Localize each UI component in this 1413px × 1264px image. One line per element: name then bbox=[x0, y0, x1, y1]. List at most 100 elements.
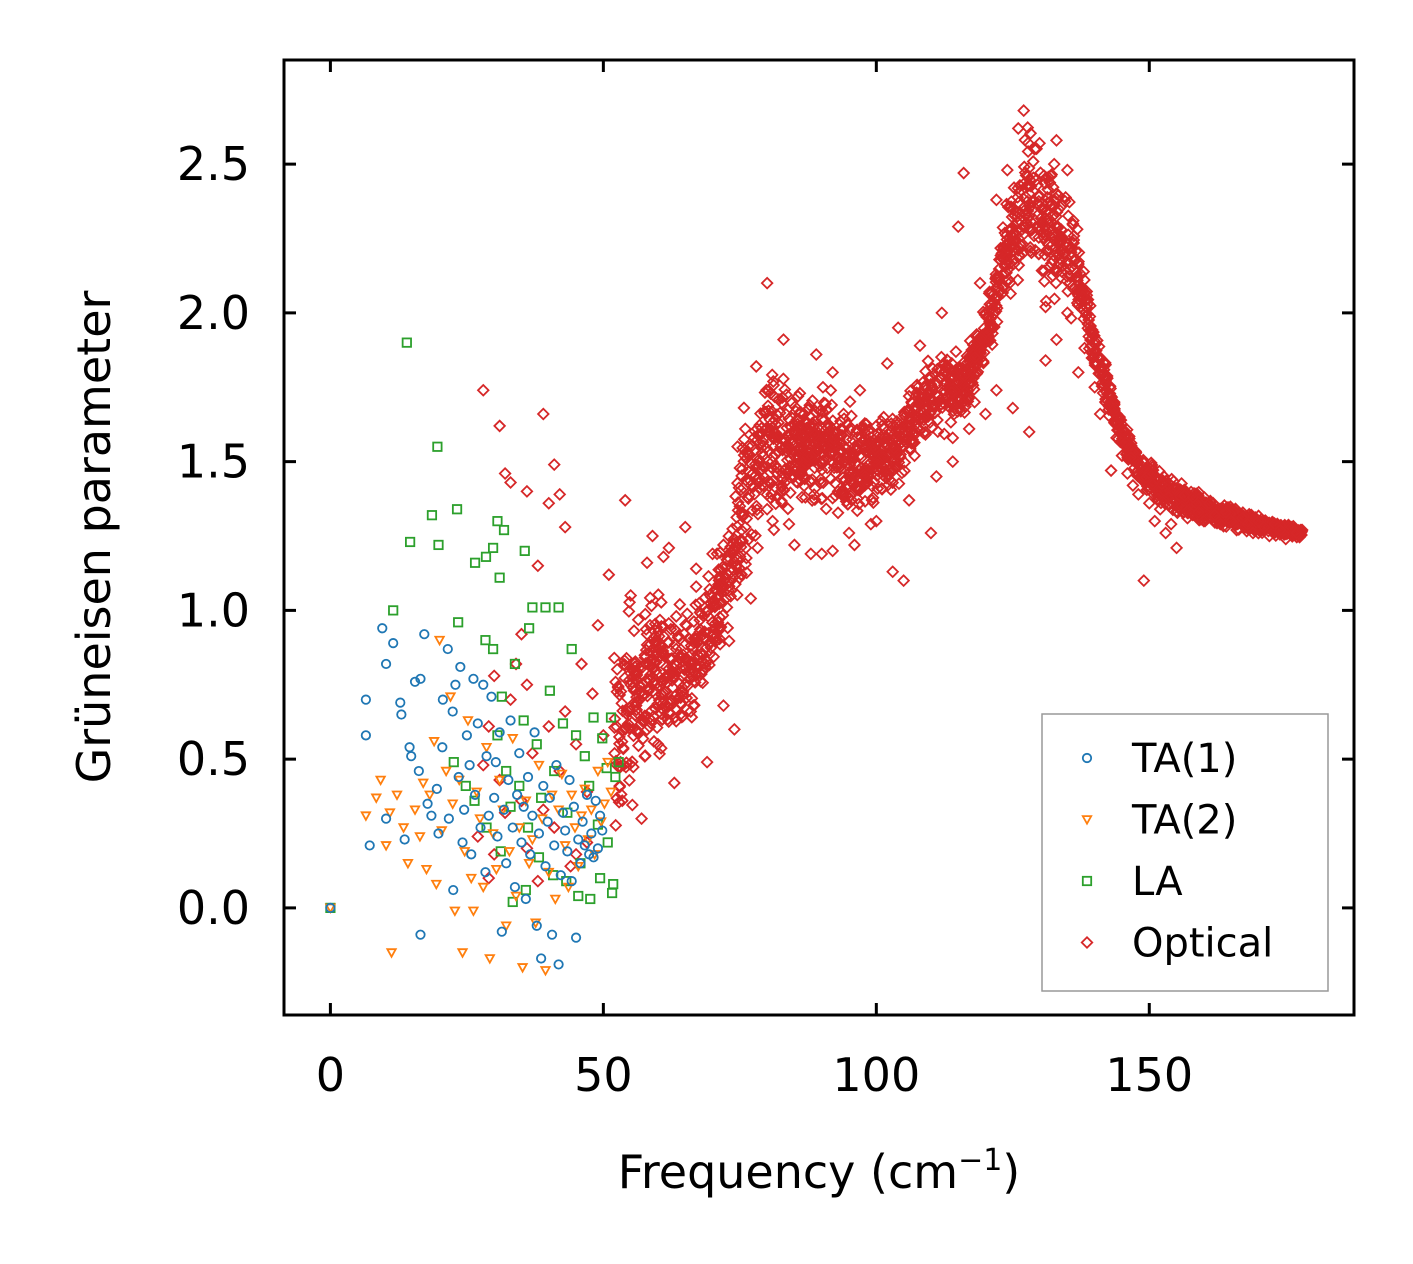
y-tick-label: 1.5 bbox=[177, 435, 250, 489]
data-point-optical bbox=[498, 467, 512, 481]
optical-band-point bbox=[649, 664, 663, 678]
data-point-ta-2- bbox=[539, 966, 552, 977]
data-point-optical bbox=[1120, 467, 1134, 481]
legend-entry: TA(2) bbox=[1081, 798, 1237, 844]
data-point-ta-2- bbox=[444, 692, 457, 703]
data-point-optical bbox=[651, 737, 665, 751]
optical-band-point bbox=[749, 499, 763, 513]
optical-band-point bbox=[823, 420, 837, 434]
data-point-ta-2- bbox=[605, 787, 617, 798]
data-point-ta-1- bbox=[579, 840, 590, 851]
optical-band-point bbox=[819, 502, 833, 516]
optical-band-point bbox=[686, 699, 700, 713]
data-point-optical bbox=[553, 487, 567, 501]
optical-band-point bbox=[1072, 255, 1086, 269]
optical-band-point bbox=[1070, 266, 1084, 280]
data-point-optical bbox=[1131, 487, 1145, 501]
optical-band-point bbox=[937, 378, 951, 392]
data-point-ta-1- bbox=[551, 759, 562, 771]
data-point-optical bbox=[1273, 523, 1287, 537]
data-point-ta-2- bbox=[520, 796, 532, 807]
optical-band-point bbox=[654, 595, 668, 609]
optical-band-point bbox=[641, 684, 655, 698]
optical-band-point bbox=[615, 794, 629, 808]
data-point-optical bbox=[569, 737, 583, 751]
optical-band-point bbox=[989, 281, 1003, 295]
optical-band-point bbox=[756, 458, 770, 472]
optical-band-point bbox=[1119, 436, 1133, 450]
data-point-optical bbox=[1028, 142, 1042, 156]
legend-label: TA(1) bbox=[1131, 736, 1237, 782]
optical-band-point bbox=[616, 741, 630, 755]
data-point-ta-1- bbox=[453, 771, 464, 783]
data-point-ta-1- bbox=[380, 658, 392, 670]
data-point-la bbox=[388, 605, 399, 616]
optical-band-point bbox=[976, 354, 990, 368]
data-point-optical bbox=[476, 383, 490, 397]
data-point-optical bbox=[847, 440, 862, 454]
data-point-ta-2- bbox=[484, 954, 496, 965]
legend-marker-ta-2- bbox=[1081, 815, 1093, 826]
optical-band-point bbox=[922, 387, 936, 401]
optical-band-point bbox=[805, 450, 819, 464]
optical-band-point bbox=[913, 412, 927, 426]
data-point-ta-1- bbox=[472, 718, 483, 729]
optical-band-point bbox=[780, 453, 794, 467]
series-la bbox=[325, 337, 624, 913]
data-point-optical bbox=[831, 484, 845, 498]
data-point-ta-1- bbox=[404, 742, 415, 753]
series-optical bbox=[471, 104, 1309, 888]
data-point-ta-1- bbox=[514, 748, 525, 759]
optical-band-point bbox=[745, 438, 759, 452]
optical-band-point bbox=[704, 636, 718, 650]
optical-band-point bbox=[1013, 241, 1027, 255]
data-point-optical bbox=[946, 431, 960, 445]
data-point-ta-1- bbox=[464, 759, 475, 771]
optical-band-point bbox=[669, 642, 683, 656]
optical-band-point bbox=[762, 404, 776, 418]
data-point-optical bbox=[984, 318, 998, 332]
data-point-optical bbox=[689, 562, 703, 576]
data-point-ta-1- bbox=[586, 828, 597, 839]
data-point-ta-2- bbox=[428, 737, 440, 748]
data-point-optical bbox=[1208, 508, 1222, 522]
optical-band-point bbox=[875, 458, 889, 472]
data-point-optical bbox=[1170, 541, 1184, 555]
data-point-ta-1- bbox=[406, 751, 417, 762]
data-point-ta-1- bbox=[415, 673, 426, 684]
optical-band-point bbox=[696, 628, 710, 642]
optical-band-point bbox=[610, 720, 624, 734]
optical-band-point bbox=[609, 818, 623, 832]
data-point-la bbox=[487, 542, 499, 554]
data-point-ta-1- bbox=[518, 801, 529, 812]
optical-band-point bbox=[1091, 357, 1105, 371]
optical-band-point bbox=[661, 700, 675, 714]
data-point-ta-1- bbox=[522, 771, 534, 783]
optical-band-point bbox=[716, 608, 730, 622]
optical-band-point bbox=[628, 708, 642, 722]
optical-band-point bbox=[1069, 244, 1083, 258]
data-point-la bbox=[522, 822, 534, 833]
optical-band-point bbox=[722, 529, 736, 543]
optical-band-point bbox=[1046, 209, 1060, 223]
data-point-optical bbox=[547, 821, 561, 835]
optical-band-point bbox=[689, 598, 703, 612]
optical-band-point bbox=[668, 622, 682, 637]
data-point-ta-1- bbox=[503, 774, 514, 786]
optical-band-point bbox=[884, 417, 898, 431]
data-point-optical bbox=[1006, 243, 1020, 257]
optical-band-point bbox=[890, 414, 904, 428]
optical-band-point bbox=[721, 550, 735, 564]
optical-band-point bbox=[791, 448, 805, 462]
data-point-la bbox=[533, 852, 545, 863]
optical-band-point bbox=[640, 723, 654, 737]
optical-band-point bbox=[730, 520, 744, 534]
data-point-ta-1- bbox=[415, 929, 426, 940]
legend-marker-optical bbox=[1080, 935, 1094, 950]
data-point-ta-2- bbox=[384, 808, 396, 819]
data-point-la bbox=[480, 551, 492, 562]
data-point-optical bbox=[826, 365, 840, 379]
data-point-ta-1- bbox=[377, 623, 388, 634]
data-point-optical bbox=[1219, 505, 1233, 519]
optical-band-point bbox=[677, 627, 691, 641]
